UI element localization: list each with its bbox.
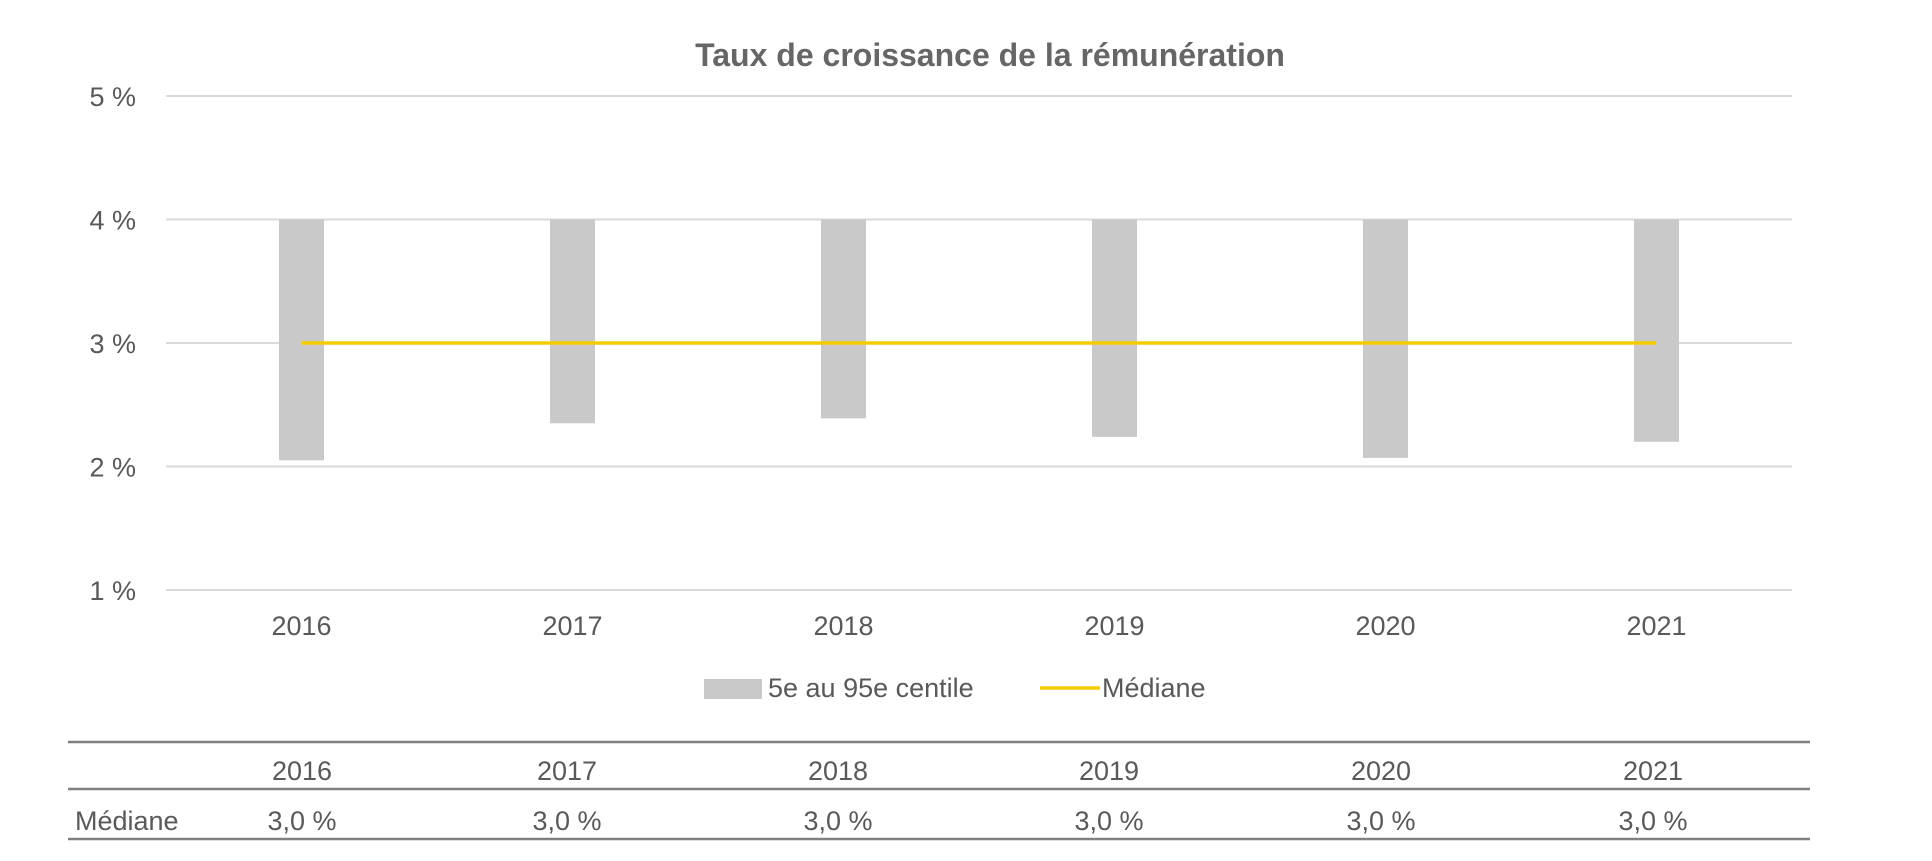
percentile-bar: [279, 219, 324, 461]
legend-swatch-percentile: [704, 679, 762, 699]
x-tick-label: 2018: [813, 611, 873, 641]
legend-label-percentile: 5e au 95e centile: [768, 673, 974, 703]
y-tick-label: 2 %: [89, 453, 136, 483]
table-column-header: 2016: [272, 756, 332, 786]
percentile-bar: [1363, 219, 1408, 458]
x-tick-label: 2021: [1626, 611, 1686, 641]
legend: 5e au 95e centile Médiane: [704, 673, 1206, 703]
x-tick-label: 2020: [1355, 611, 1415, 641]
x-tick-label: 2016: [271, 611, 331, 641]
y-tick-label: 4 %: [89, 206, 136, 236]
table-cell: 3,0 %: [1346, 806, 1415, 836]
table-row-label: Médiane: [75, 806, 179, 836]
x-tick-label: 2019: [1084, 611, 1144, 641]
table-cell: 3,0 %: [267, 806, 336, 836]
table-cell: 3,0 %: [1618, 806, 1687, 836]
table-cell: 3,0 %: [1074, 806, 1143, 836]
y-tick-label: 5 %: [89, 82, 136, 112]
table-column-header: 2021: [1623, 756, 1683, 786]
y-tick-label: 3 %: [89, 329, 136, 359]
legend-label-median: Médiane: [1102, 673, 1206, 703]
y-tick-label: 1 %: [89, 576, 136, 606]
percentile-bar: [1634, 219, 1679, 442]
data-table: 2016 2017 2018 2019 2020 2021 Médiane 3,0 % 3,0 …: [68, 740, 1810, 841]
percentile-bars: [279, 219, 1679, 461]
x-axis-ticks: 2016 2017 2018 2019 2020 2021: [271, 611, 1686, 641]
chart-title: Taux de croissance de la rémunération: [695, 37, 1285, 73]
percentile-bar: [550, 219, 595, 424]
table-cell: 3,0 %: [803, 806, 872, 836]
table-column-header: 2017: [537, 756, 597, 786]
table-column-header: 2018: [808, 756, 868, 786]
x-tick-label: 2017: [542, 611, 602, 641]
table-column-header: 2020: [1351, 756, 1411, 786]
percentile-bar: [1092, 219, 1137, 437]
table-column-header: 2019: [1079, 756, 1139, 786]
y-axis-ticks: 5 % 4 % 3 % 2 % 1 %: [89, 82, 136, 606]
percentile-bar: [821, 219, 866, 419]
table-cell: 3,0 %: [532, 806, 601, 836]
